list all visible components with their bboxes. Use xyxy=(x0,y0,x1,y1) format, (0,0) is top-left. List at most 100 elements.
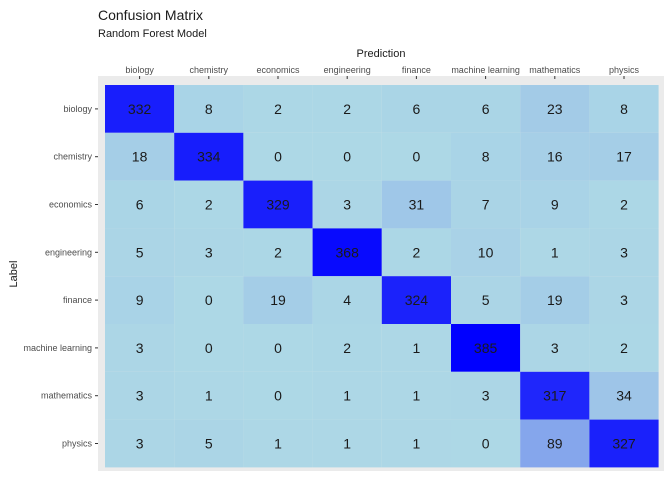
cell-value-label: 3 xyxy=(136,388,144,404)
cell-value-label: 2 xyxy=(620,340,628,356)
heatmap-cell xyxy=(105,371,175,420)
heatmap-cell xyxy=(243,228,313,277)
cell-value-label: 334 xyxy=(197,149,221,165)
heatmap-cell xyxy=(105,132,175,181)
cell-value-label: 23 xyxy=(547,101,563,117)
cell-value-label: 1 xyxy=(343,436,351,452)
heatmap-cell xyxy=(174,85,244,133)
heatmap-cell xyxy=(520,85,590,133)
cell-value-label: 3 xyxy=(343,197,351,213)
heatmap-cell xyxy=(243,85,313,133)
cell-value-label: 8 xyxy=(205,101,213,117)
heatmap-cell xyxy=(174,132,244,181)
heatmap-cell xyxy=(312,180,382,229)
cell-value-label: 3 xyxy=(205,244,213,260)
cell-value-label: 329 xyxy=(266,197,290,213)
heatmap-cell xyxy=(381,85,451,133)
cell-value-label: 1 xyxy=(413,436,421,452)
cell-value-label: 0 xyxy=(205,340,213,356)
heatmap-cell xyxy=(381,276,451,324)
cell-value-label: 34 xyxy=(616,388,632,404)
heatmap-cell xyxy=(381,371,451,420)
cell-value-label: 1 xyxy=(551,244,559,260)
cell-value-label: 9 xyxy=(136,292,144,308)
cell-value-label: 18 xyxy=(132,149,148,165)
cell-value-label: 2 xyxy=(413,244,421,260)
heatmap-cell xyxy=(520,276,590,324)
y-tick-label: machine learning xyxy=(23,343,92,353)
heatmap-cell xyxy=(589,419,659,468)
heatmap-cell xyxy=(105,85,175,133)
cell-value-label: 16 xyxy=(547,149,563,165)
cell-value-label: 2 xyxy=(274,244,282,260)
cell-value-label: 1 xyxy=(413,340,421,356)
heatmap-cell xyxy=(520,371,590,420)
y-axis-title: Label xyxy=(8,261,20,288)
y-tick-label: engineering xyxy=(45,247,92,257)
cell-value-label: 3 xyxy=(551,340,559,356)
heatmap-cell xyxy=(174,228,244,277)
cell-value-label: 9 xyxy=(551,197,559,213)
heatmap-cell xyxy=(312,419,382,468)
x-tick-label: chemistry xyxy=(190,65,229,75)
heatmap-cell xyxy=(451,228,521,277)
heatmap-cell xyxy=(243,371,313,420)
heatmap-cell xyxy=(451,419,521,468)
x-tick-label: engineering xyxy=(324,65,371,75)
cell-value-label: 1 xyxy=(274,436,282,452)
cell-value-label: 10 xyxy=(478,244,494,260)
cell-value-label: 368 xyxy=(336,244,360,260)
heatmap-cell xyxy=(451,180,521,229)
heatmap-cell xyxy=(451,324,521,372)
heatmap-cell xyxy=(589,85,659,133)
cell-value-label: 3 xyxy=(620,292,628,308)
y-tick-label: biology xyxy=(63,104,92,114)
cell-value-label: 3 xyxy=(620,244,628,260)
heatmap-cell xyxy=(381,132,451,181)
x-tick-label: finance xyxy=(402,65,431,75)
cell-value-label: 5 xyxy=(482,292,490,308)
heatmap-cell xyxy=(381,324,451,372)
cell-value-label: 89 xyxy=(547,436,563,452)
x-tick-label: economics xyxy=(256,65,300,75)
cell-value-label: 0 xyxy=(274,149,282,165)
cell-value-label: 19 xyxy=(547,292,563,308)
cell-value-label: 8 xyxy=(620,101,628,117)
heatmap-cell xyxy=(243,419,313,468)
heatmap-cell xyxy=(520,419,590,468)
x-tick-label: machine learning xyxy=(451,65,520,75)
cell-value-label: 17 xyxy=(616,149,632,165)
heatmap-cell xyxy=(589,371,659,420)
heatmap-cell xyxy=(105,228,175,277)
cell-value-label: 0 xyxy=(205,292,213,308)
cell-value-label: 6 xyxy=(482,101,490,117)
cell-value-label: 2 xyxy=(343,340,351,356)
heatmap-cell xyxy=(589,180,659,229)
cell-value-label: 19 xyxy=(270,292,286,308)
cell-value-label: 6 xyxy=(413,101,421,117)
heatmap-cell xyxy=(243,276,313,324)
cell-value-label: 317 xyxy=(543,388,567,404)
heatmap-cell xyxy=(174,324,244,372)
cell-value-label: 5 xyxy=(205,436,213,452)
cell-value-label: 0 xyxy=(274,388,282,404)
heatmap-cell xyxy=(105,324,175,372)
cell-value-label: 1 xyxy=(205,388,213,404)
heatmap-cell xyxy=(243,132,313,181)
cell-value-label: 0 xyxy=(413,149,421,165)
heatmap-cell xyxy=(589,276,659,324)
y-tick-label: economics xyxy=(49,200,93,210)
heatmap-cell xyxy=(381,228,451,277)
heatmap-cell xyxy=(174,371,244,420)
cell-value-label: 1 xyxy=(343,388,351,404)
x-tick-label: mathematics xyxy=(529,65,581,75)
heatmap-cell xyxy=(105,419,175,468)
heatmap-cell xyxy=(451,371,521,420)
x-tick-label: biology xyxy=(125,65,154,75)
x-axis-title: Prediction xyxy=(357,48,406,60)
cell-value-label: 7 xyxy=(482,197,490,213)
cell-value-label: 0 xyxy=(343,149,351,165)
cell-value-label: 31 xyxy=(409,197,425,213)
heatmap-cell xyxy=(174,180,244,229)
